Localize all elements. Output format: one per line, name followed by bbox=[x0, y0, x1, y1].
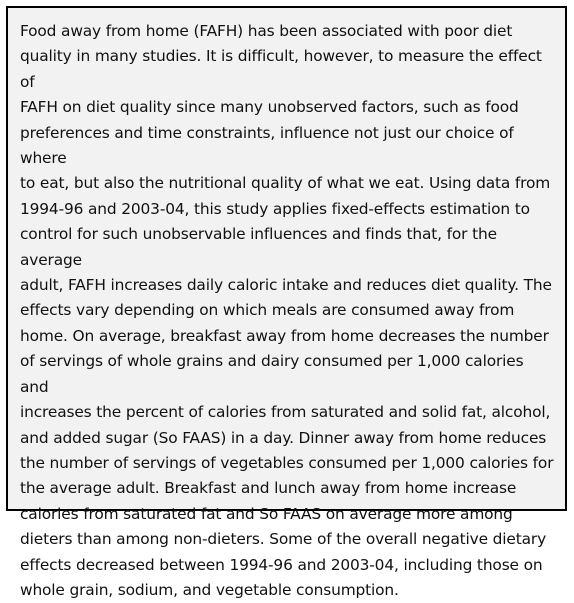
abstract-box: Food away from home (FAFH) has been asso… bbox=[6, 6, 567, 599]
abstract-text: Food away from home (FAFH) has been asso… bbox=[20, 22, 554, 599]
